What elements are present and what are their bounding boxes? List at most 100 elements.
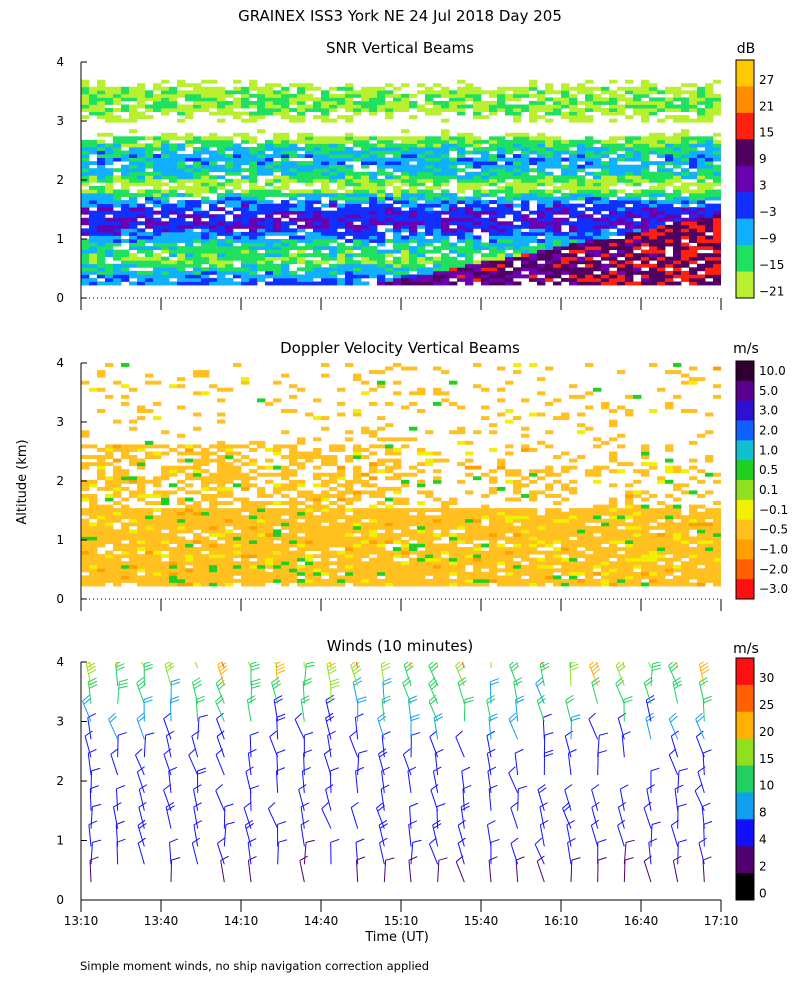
velocity-cell	[361, 568, 370, 573]
snr-cell	[121, 93, 130, 98]
snr-cell	[329, 217, 338, 222]
snr-cell	[361, 178, 370, 183]
velocity-cell	[153, 529, 162, 534]
snr-cell	[401, 210, 410, 215]
velocity-cell	[169, 465, 178, 470]
snr-cell	[265, 242, 274, 247]
velocity-cell	[153, 561, 162, 566]
snr-cell	[89, 146, 98, 151]
snr-cell	[537, 108, 546, 112]
snr-cell	[369, 189, 378, 194]
snr-cell	[193, 139, 202, 144]
snr-cell	[481, 139, 490, 144]
snr-cell	[249, 139, 258, 144]
snr-panel-title: SNR Vertical Beams	[326, 39, 474, 57]
snr-cell	[633, 228, 642, 233]
snr-cell	[297, 139, 306, 144]
snr-cell	[673, 132, 682, 137]
snr-cell	[417, 267, 426, 272]
snr-cell	[433, 185, 442, 190]
velocity-cell	[393, 486, 402, 491]
velocity-cell	[257, 465, 266, 470]
snr-cell	[265, 256, 274, 261]
velocity-cell	[225, 547, 234, 552]
velocity-cell	[105, 522, 114, 527]
snr-cell	[209, 214, 218, 219]
velocity-cell	[97, 476, 106, 481]
snr-cell	[145, 231, 154, 236]
velocity-cell	[273, 550, 282, 555]
snr-cell	[441, 200, 450, 204]
snr-cell	[145, 256, 154, 261]
velocity-cell	[97, 540, 106, 544]
velocity-cell	[89, 501, 98, 505]
snr-cell	[689, 256, 698, 261]
snr-cell	[329, 97, 338, 102]
velocity-cell	[233, 472, 242, 477]
velocity-cell	[81, 578, 90, 583]
snr-cell	[289, 175, 298, 180]
snr-cell	[249, 253, 258, 258]
velocity-cell	[297, 451, 306, 456]
snr-cell	[441, 217, 450, 222]
snr-cell	[409, 249, 418, 254]
velocity-cell	[305, 554, 314, 559]
snr-cell	[89, 214, 98, 219]
velocity-cell	[161, 451, 170, 456]
velocity-cell	[161, 578, 170, 583]
snr-cell	[713, 239, 721, 243]
snr-cell	[153, 274, 162, 279]
snr-cell	[385, 182, 394, 187]
snr-cell	[713, 203, 721, 208]
velocity-cell	[353, 554, 362, 559]
velocity-cell	[329, 540, 338, 544]
snr-cell	[369, 256, 378, 261]
velocity-cell	[193, 476, 202, 481]
velocity-cell	[225, 476, 234, 481]
snr-cell	[121, 256, 130, 261]
snr-cell	[177, 253, 186, 258]
snr-cell	[345, 175, 354, 180]
velocity-cell	[129, 462, 138, 467]
snr-cell	[441, 90, 450, 95]
snr-cell	[609, 200, 618, 204]
snr-cell	[81, 97, 90, 102]
velocity-cell	[97, 522, 106, 527]
snr-cell	[241, 239, 250, 243]
snr-cell	[713, 97, 721, 102]
snr-cell	[81, 146, 90, 151]
velocity-cell	[153, 455, 162, 459]
snr-cell	[113, 175, 122, 180]
snr-cell	[385, 108, 394, 112]
snr-cell	[505, 185, 514, 190]
velocity-cell	[393, 391, 402, 396]
velocity-cell	[281, 578, 290, 583]
snr-cell	[129, 200, 138, 204]
snr-cell	[233, 196, 242, 201]
snr-cell	[257, 129, 266, 134]
velocity-cell	[249, 504, 258, 509]
snr-cell	[529, 270, 538, 275]
snr-cell	[217, 185, 226, 190]
snr-cell	[553, 253, 562, 258]
snr-cell	[593, 146, 602, 151]
snr-cell	[657, 221, 666, 226]
snr-cell	[697, 86, 706, 91]
snr-cell	[553, 263, 562, 268]
snr-cell	[89, 249, 98, 254]
snr-cell	[585, 178, 594, 183]
snr-cell	[177, 203, 186, 208]
velocity-cell	[241, 380, 250, 385]
snr-cell	[593, 189, 602, 194]
snr-cell	[513, 253, 522, 258]
snr-cell	[97, 267, 106, 272]
snr-cell	[321, 111, 330, 116]
snr-cell	[353, 203, 362, 208]
velocity-cell	[233, 561, 242, 566]
velocity-cell	[361, 472, 370, 477]
velocity-cell	[193, 469, 202, 474]
snr-cell	[289, 274, 298, 279]
snr-cell	[353, 189, 362, 194]
velocity-cell	[265, 532, 274, 537]
velocity-cell	[241, 536, 250, 541]
